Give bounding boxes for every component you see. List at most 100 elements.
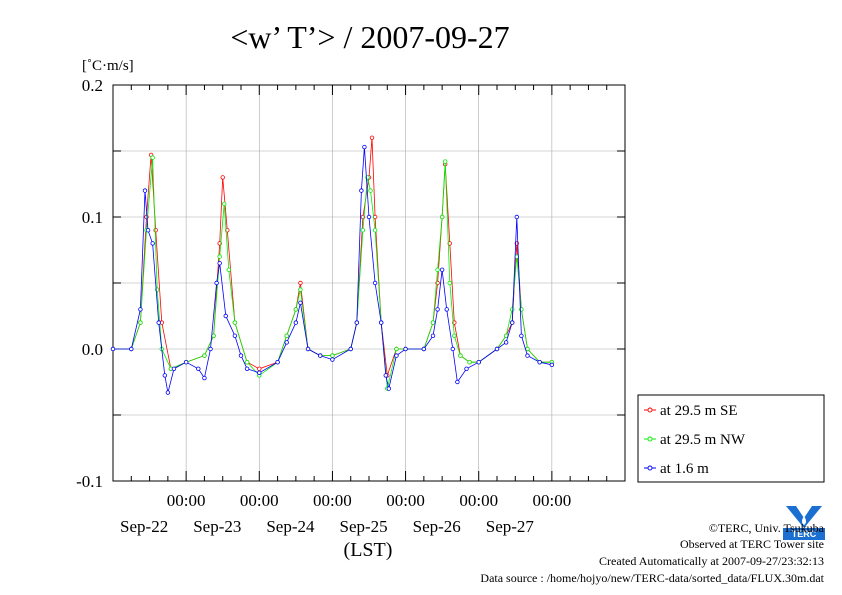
series-point [359, 188, 364, 193]
series-point [458, 353, 463, 358]
series-point [298, 287, 303, 292]
series-point [208, 346, 213, 352]
series-point [447, 280, 452, 286]
series-point [223, 313, 228, 319]
series-point [330, 357, 335, 362]
series-line [113, 146, 552, 393]
series-point [519, 333, 524, 338]
grid [113, 85, 625, 481]
footer-observed: Observed at TERC Tower site [679, 537, 824, 551]
series-point [284, 333, 289, 338]
terc-logo: TERC [783, 502, 825, 540]
series-point [238, 353, 244, 358]
series-point [183, 360, 189, 365]
series-point [165, 390, 171, 395]
y-tick-label: 0.0 [82, 340, 103, 359]
series-point [510, 307, 515, 312]
series-point [430, 333, 436, 338]
series-point [138, 320, 143, 325]
series-point [217, 254, 222, 259]
x-tick-time-label: 00:00 [313, 491, 352, 510]
series-point [455, 379, 460, 385]
legend: at 29.5 m SE at 29.5 m NW at 1.6 m [637, 394, 825, 483]
series-point [129, 346, 134, 352]
series-point [435, 307, 440, 312]
series-point [211, 333, 216, 338]
series-point [217, 261, 222, 266]
x-day-label: Sep-24 [266, 517, 315, 536]
series-point [494, 346, 500, 352]
series-point [444, 307, 449, 312]
logo-text: TERC [792, 529, 817, 539]
series-point [293, 320, 299, 325]
series-point [110, 346, 116, 352]
series-point [372, 227, 378, 233]
series-point [549, 362, 555, 368]
series-point [378, 320, 384, 325]
legend-label: at 1.6 m [660, 461, 709, 477]
series-point [467, 360, 472, 365]
series-point [394, 346, 399, 352]
series-point [435, 267, 440, 272]
series-point [421, 346, 427, 352]
series-point [162, 373, 168, 378]
series-point [330, 353, 335, 358]
x-tick-time-label: 00:00 [240, 491, 279, 510]
series-point [464, 366, 469, 371]
series-point [354, 320, 360, 325]
series-point [257, 366, 262, 371]
series-point [386, 386, 392, 391]
x-axis-label: (LST) [344, 539, 393, 561]
series-point [142, 188, 148, 193]
y-axis-ticks: 0.2 0.1 0.0 -0.1 [76, 76, 625, 491]
series-point [244, 360, 250, 365]
legend-label: at 29.5 m NW [660, 432, 746, 448]
series-point [383, 373, 388, 378]
series-point [366, 214, 372, 220]
footer-copyright: ©TERC, Univ. Tsukuba [708, 521, 824, 535]
series-point [150, 155, 155, 160]
series-point [298, 300, 303, 305]
series-point [439, 214, 445, 220]
legend-box [637, 394, 825, 483]
series-point [510, 320, 515, 325]
series-point [232, 320, 238, 325]
footer-source: Data source : /home/hojyo/new/TERC-data/… [480, 571, 824, 585]
series-point [257, 370, 262, 375]
legend-entry: at 1.6 m [644, 461, 709, 477]
series-point [439, 267, 445, 272]
series-point [244, 366, 250, 371]
series-layer [110, 135, 555, 395]
series-point [403, 346, 408, 352]
series-point [394, 353, 399, 358]
series-point [450, 346, 456, 352]
series-point [430, 320, 436, 325]
series-point [232, 333, 238, 338]
series-point [476, 360, 481, 365]
series-point [305, 346, 311, 352]
x-tick-time-label: 00:00 [532, 491, 571, 510]
series-point [202, 375, 207, 381]
y-axis-label: [˚C·m/s] [82, 58, 134, 74]
x-day-label: Sep-27 [486, 517, 535, 536]
x-axis-ticks: 00:00 Sep-22 00:00 Sep-23 00:00 Sep-24 00:00 Se… [112, 85, 626, 536]
x-tick-time-label: 00:00 [459, 491, 498, 510]
series-point [284, 340, 289, 345]
legend-swatch-point [647, 407, 653, 413]
y-tick-label: -0.1 [76, 472, 103, 491]
x-tick-time-label: 00:00 [386, 491, 425, 510]
legend-swatch-point [647, 436, 653, 442]
y-tick-label: 0.1 [82, 208, 103, 227]
series-point [537, 360, 542, 365]
series-point [348, 346, 353, 352]
series-point [156, 320, 161, 325]
x-day-label: Sep-25 [339, 517, 387, 536]
series-point [442, 159, 448, 164]
series-point [153, 227, 158, 233]
series-point [368, 188, 373, 193]
series-point [298, 280, 303, 286]
series-point [222, 201, 227, 206]
legend-swatch-point [647, 465, 653, 471]
series-point [362, 144, 367, 150]
